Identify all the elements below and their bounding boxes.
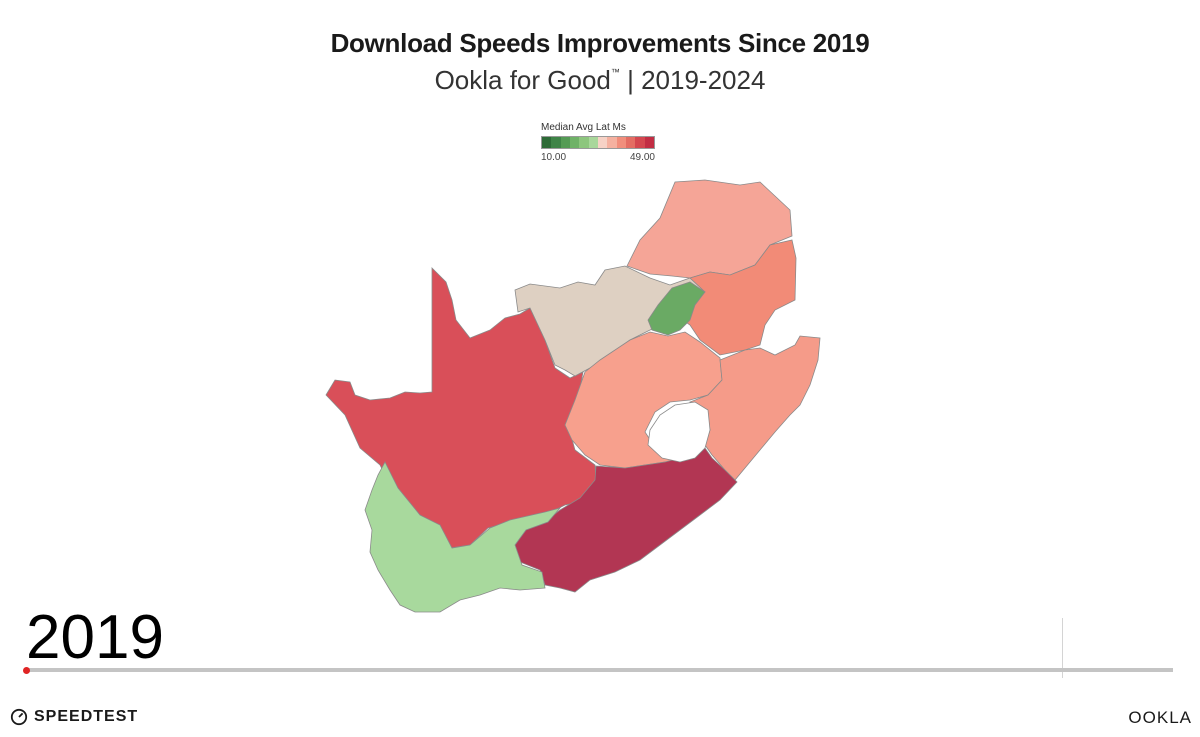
legend-swatch [551,137,561,148]
legend-swatch [542,137,552,148]
legend-swatch [616,137,626,148]
legend-max-label: 49.00 [629,152,655,163]
province-limpopo[interactable]: Limpopo [626,179,793,279]
legend-labels: 10.00 49.00 [541,152,655,163]
timeline-handle[interactable] [23,667,30,674]
province-gauteng[interactable]: Gauteng [647,281,706,336]
legend-swatch [625,137,636,148]
current-year-label: 2019 [26,603,164,672]
trademark-mark: ™ [610,67,620,77]
speedtest-wordmark: SPEEDTEST [34,708,139,725]
legend-swatch [588,137,598,148]
legend-gradient-bar [541,136,655,149]
subtitle-text: Ookla for Good [434,65,611,95]
legend-swatch [560,137,570,148]
legend-title: Median Avg Lat Ms [541,122,626,133]
legend-swatch [635,137,645,148]
chart-subtitle: Ookla for Good™ | 2019-2024 [0,65,1200,96]
legend-swatch [597,137,608,148]
ookla-wordmark: OOKLA [1128,708,1192,727]
legend-swatch [569,137,580,148]
legend-min-label: 10.00 [541,152,567,163]
header: Download Speeds Improvements Since 2019 … [0,28,1200,96]
subtitle-range: | 2019-2024 [627,65,766,95]
legend-swatch [579,137,589,148]
legend-swatch [607,137,617,148]
chart-title: Download Speeds Improvements Since 2019 [330,28,870,58]
province-western-cape[interactable]: Western Cape [364,461,562,613]
timeline-track[interactable] [26,668,1173,672]
legend-swatch [644,137,654,148]
color-legend: Median Avg Lat Ms 10.00 49.00 [541,122,655,163]
lesotho-enclave [647,401,711,463]
gauge-icon [10,708,28,726]
ookla-logo: OOKLA [1128,708,1192,728]
province-free-state[interactable]: Free State [564,331,723,469]
timeline-end-tick [1062,618,1063,678]
speedtest-logo: SPEEDTEST [10,708,138,726]
